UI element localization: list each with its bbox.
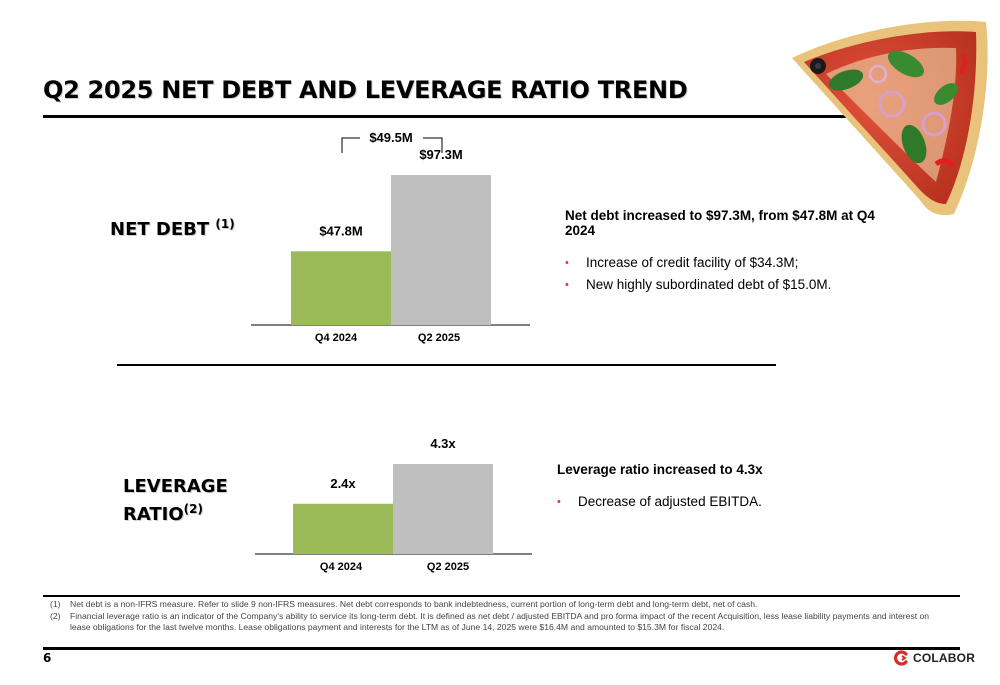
- pizza-slice-image: [792, 20, 988, 216]
- difference-label: $49.5M: [369, 130, 412, 145]
- leverage-label-line1: LEVERAGE: [123, 476, 228, 497]
- leverage-footnote-ref: (2): [183, 502, 203, 516]
- bracket-right: [423, 137, 443, 153]
- list-item: • Increase of credit facility of $34.3M;: [565, 254, 905, 272]
- footnote-number: (1): [50, 599, 61, 609]
- difference-bracket: $49.5M: [341, 130, 443, 153]
- footnote-1: (1) Net debt is a non-IFRS measure. Refe…: [50, 599, 930, 611]
- bottom-divider: [43, 647, 960, 650]
- colabor-logo: COLABOR: [893, 650, 975, 666]
- leverage-category-label: Q4 2024: [320, 561, 363, 573]
- brand-name: COLABOR: [913, 651, 976, 665]
- leverage-commentary: Leverage ratio increased to 4.3x • Decre…: [557, 462, 897, 511]
- net-debt-bar: [291, 251, 391, 325]
- footnote-text: Net debt is a non-IFRS measure. Refer to…: [70, 599, 758, 609]
- footnote-number: (2): [50, 610, 61, 621]
- footnotes: (1) Net debt is a non-IFRS measure. Refe…: [50, 599, 930, 634]
- leverage-bar: [293, 503, 393, 554]
- leverage-value-label: 2.4x: [330, 476, 356, 491]
- page-number: 6: [43, 651, 52, 665]
- section-divider: [117, 364, 776, 366]
- colabor-logo-icon: [894, 650, 908, 666]
- net-debt-category-label: Q4 2024: [315, 332, 358, 344]
- list-item: • New highly subordinated debt of $15.0M…: [565, 276, 905, 294]
- net-debt-bar: [391, 175, 491, 325]
- net-debt-bullet-text: Increase of credit facility of $34.3M;: [586, 255, 799, 270]
- bullet-icon: •: [557, 496, 561, 508]
- net-debt-value-label: $47.8M: [319, 223, 362, 238]
- net-debt-label-text: NET DEBT: [110, 219, 210, 240]
- bullet-icon: •: [565, 279, 569, 291]
- net-debt-bullet-text: New highly subordinated debt of $15.0M.: [586, 277, 832, 292]
- leverage-label-line2: RATIO: [123, 504, 184, 525]
- leverage-ratio-label: LEVERAGE RATIO(2): [123, 475, 228, 526]
- net-debt-bullet-list: • Increase of credit facility of $34.3M;…: [565, 254, 905, 294]
- leverage-headline: Leverage ratio increased to 4.3x: [557, 462, 763, 477]
- list-item: • Decrease of adjusted EBITDA.: [557, 493, 897, 511]
- title-divider: [43, 115, 875, 118]
- footnote-divider: [43, 595, 960, 597]
- leverage-bar: [393, 464, 493, 554]
- leverage-bullet-text: Decrease of adjusted EBITDA.: [578, 494, 762, 509]
- net-debt-commentary: Net debt increased to $97.3M, from $47.8…: [565, 208, 905, 294]
- bullet-icon: •: [565, 257, 569, 269]
- footnote-2: (2) Financial leverage ratio is an indic…: [50, 611, 930, 634]
- footnote-text: Financial leverage ratio is an indicator…: [70, 610, 930, 633]
- leverage-bullet-list: • Decrease of adjusted EBITDA.: [557, 493, 897, 511]
- page-title: Q2 2025 NET DEBT AND LEVERAGE RATIO TREN…: [43, 76, 688, 104]
- bracket-left: [341, 137, 360, 153]
- net-debt-footnote-ref: (1): [215, 217, 235, 231]
- leverage-value-label: 4.3x: [430, 436, 456, 451]
- leverage-category-label: Q2 2025: [427, 561, 469, 573]
- net-debt-label: NET DEBT (1): [110, 213, 235, 241]
- net-debt-category-label: Q2 2025: [418, 332, 460, 344]
- net-debt-headline: Net debt increased to $97.3M, from $47.8…: [565, 208, 875, 238]
- net-debt-value-label: $97.3M: [419, 147, 462, 162]
